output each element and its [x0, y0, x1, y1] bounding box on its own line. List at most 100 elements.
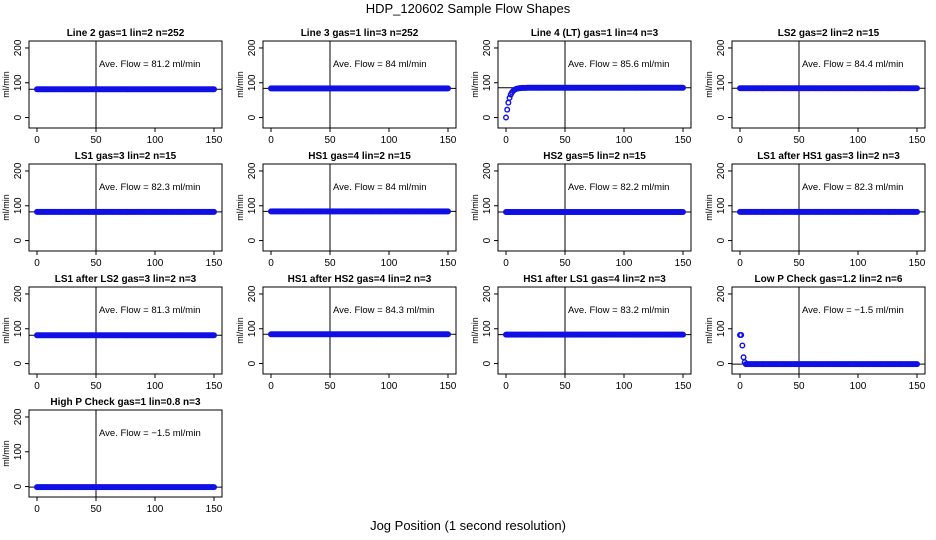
y-tick-label: 100: [716, 320, 727, 337]
y-tick-label: 100: [247, 197, 258, 214]
average-flow-annotation: Ave. Flow = −1.5 ml/min: [99, 428, 201, 439]
average-flow-annotation: Ave. Flow = 84 ml/min: [333, 182, 427, 193]
average-flow-annotation: Ave. Flow = 81.3 ml/min: [99, 305, 200, 316]
x-tick-label: 100: [616, 381, 633, 392]
y-tick-label: 0: [13, 360, 24, 366]
x-tick-label: 0: [268, 381, 274, 392]
x-tick-label: 50: [90, 504, 102, 515]
y-tick-label: 200: [716, 162, 727, 179]
plot-frame: [731, 163, 926, 252]
panel-title: LS1 gas=3 lin=2 n=15: [75, 151, 177, 162]
main-title: HDP_120602 Sample Flow Shapes: [365, 1, 571, 16]
y-axis-label: ml/min: [704, 317, 714, 344]
y-tick-label: 0: [13, 114, 24, 120]
x-tick-label: 150: [440, 135, 457, 146]
x-tick-label: 0: [34, 135, 40, 146]
x-tick-label: 150: [675, 135, 692, 146]
average-flow-annotation: Ave. Flow = 81.2 ml/min: [99, 59, 200, 70]
y-tick-label: 0: [482, 114, 493, 120]
x-tick-label: 100: [147, 135, 164, 146]
x-tick-label: 50: [559, 381, 571, 392]
average-flow-annotation: Ave. Flow = 84.4 ml/min: [802, 59, 903, 70]
y-tick-label: 100: [482, 197, 493, 214]
data-point: [914, 85, 921, 92]
x-tick-label: 50: [324, 258, 336, 269]
y-axis-label: ml/min: [1, 194, 11, 221]
y-tick-label: 0: [247, 114, 258, 120]
plot-frame: [497, 286, 692, 375]
data-point: [680, 208, 687, 215]
y-tick-label: 0: [716, 360, 727, 366]
x-tick-label: 150: [206, 381, 223, 392]
y-tick-label: 200: [482, 162, 493, 179]
y-tick-label: 200: [13, 39, 24, 56]
y-axis-label: ml/min: [235, 317, 245, 344]
average-flow-annotation: Ave. Flow = −1.5 ml/min: [802, 305, 904, 316]
y-tick-label: 0: [247, 237, 258, 243]
x-tick-label: 100: [850, 135, 867, 146]
y-axis-label: ml/min: [235, 194, 245, 221]
y-tick-label: 100: [13, 197, 24, 214]
panel-title: HS1 gas=4 lin=2 n=15: [308, 151, 411, 162]
panel-title: Line 2 gas=1 lin=2 n=252: [67, 28, 185, 39]
y-tick-label: 100: [13, 320, 24, 337]
x-tick-label: 100: [616, 135, 633, 146]
x-tick-label: 50: [90, 381, 102, 392]
x-tick-label: 50: [793, 135, 805, 146]
data-point: [210, 484, 217, 491]
y-axis-label: ml/min: [704, 71, 714, 98]
panel-title: HS1 after HS2 gas=4 lin=2 n=3: [288, 274, 432, 285]
data-point: [914, 208, 921, 215]
plot-frame: [262, 163, 457, 252]
data-point: [503, 114, 510, 121]
x-tick-label: 0: [737, 258, 743, 269]
x-tick-label: 100: [147, 504, 164, 515]
panel-title: LS1 after HS1 gas=3 lin=2 n=3: [757, 151, 900, 162]
x-tick-label: 0: [503, 258, 509, 269]
y-tick-label: 200: [716, 39, 727, 56]
data-point: [504, 106, 511, 113]
y-axis-label: ml/min: [470, 317, 480, 344]
x-tick-label: 0: [737, 381, 743, 392]
average-flow-annotation: Ave. Flow = 82.3 ml/min: [99, 182, 200, 193]
x-tick-label: 150: [909, 381, 926, 392]
x-tick-label: 150: [909, 258, 926, 269]
x-tick-label: 0: [268, 135, 274, 146]
x-tick-label: 150: [675, 258, 692, 269]
average-flow-annotation: Ave. Flow = 83.2 ml/min: [568, 305, 669, 316]
data-point: [445, 208, 452, 215]
x-tick-label: 50: [90, 258, 102, 269]
plot-frame: [497, 40, 692, 129]
y-tick-label: 100: [13, 443, 24, 460]
y-tick-label: 0: [482, 360, 493, 366]
plot-frame: [731, 286, 926, 375]
y-tick-label: 100: [716, 197, 727, 214]
y-tick-label: 100: [247, 74, 258, 91]
y-tick-label: 0: [482, 237, 493, 243]
y-tick-label: 200: [482, 285, 493, 302]
x-axis-label: Jog Position (1 second resolution): [370, 518, 566, 533]
x-tick-label: 150: [675, 381, 692, 392]
y-axis-label: ml/min: [470, 194, 480, 221]
x-tick-label: 50: [324, 135, 336, 146]
plot-frame: [497, 163, 692, 252]
y-axis-label: ml/min: [235, 71, 245, 98]
x-tick-label: 100: [381, 258, 398, 269]
y-tick-label: 100: [13, 74, 24, 91]
y-axis-label: ml/min: [1, 440, 11, 467]
average-flow-annotation: Ave. Flow = 84 ml/min: [333, 59, 427, 70]
average-flow-annotation: Ave. Flow = 85.6 ml/min: [568, 59, 669, 70]
x-tick-label: 100: [381, 135, 398, 146]
x-tick-label: 50: [324, 381, 336, 392]
y-tick-label: 200: [716, 285, 727, 302]
data-point: [505, 99, 512, 106]
y-tick-label: 100: [482, 320, 493, 337]
data-point: [210, 86, 217, 93]
plot-frame: [28, 40, 223, 129]
panel-title: HS2 gas=5 lin=2 n=15: [543, 151, 646, 162]
x-tick-label: 100: [147, 381, 164, 392]
y-tick-label: 200: [13, 285, 24, 302]
x-tick-label: 0: [737, 135, 743, 146]
